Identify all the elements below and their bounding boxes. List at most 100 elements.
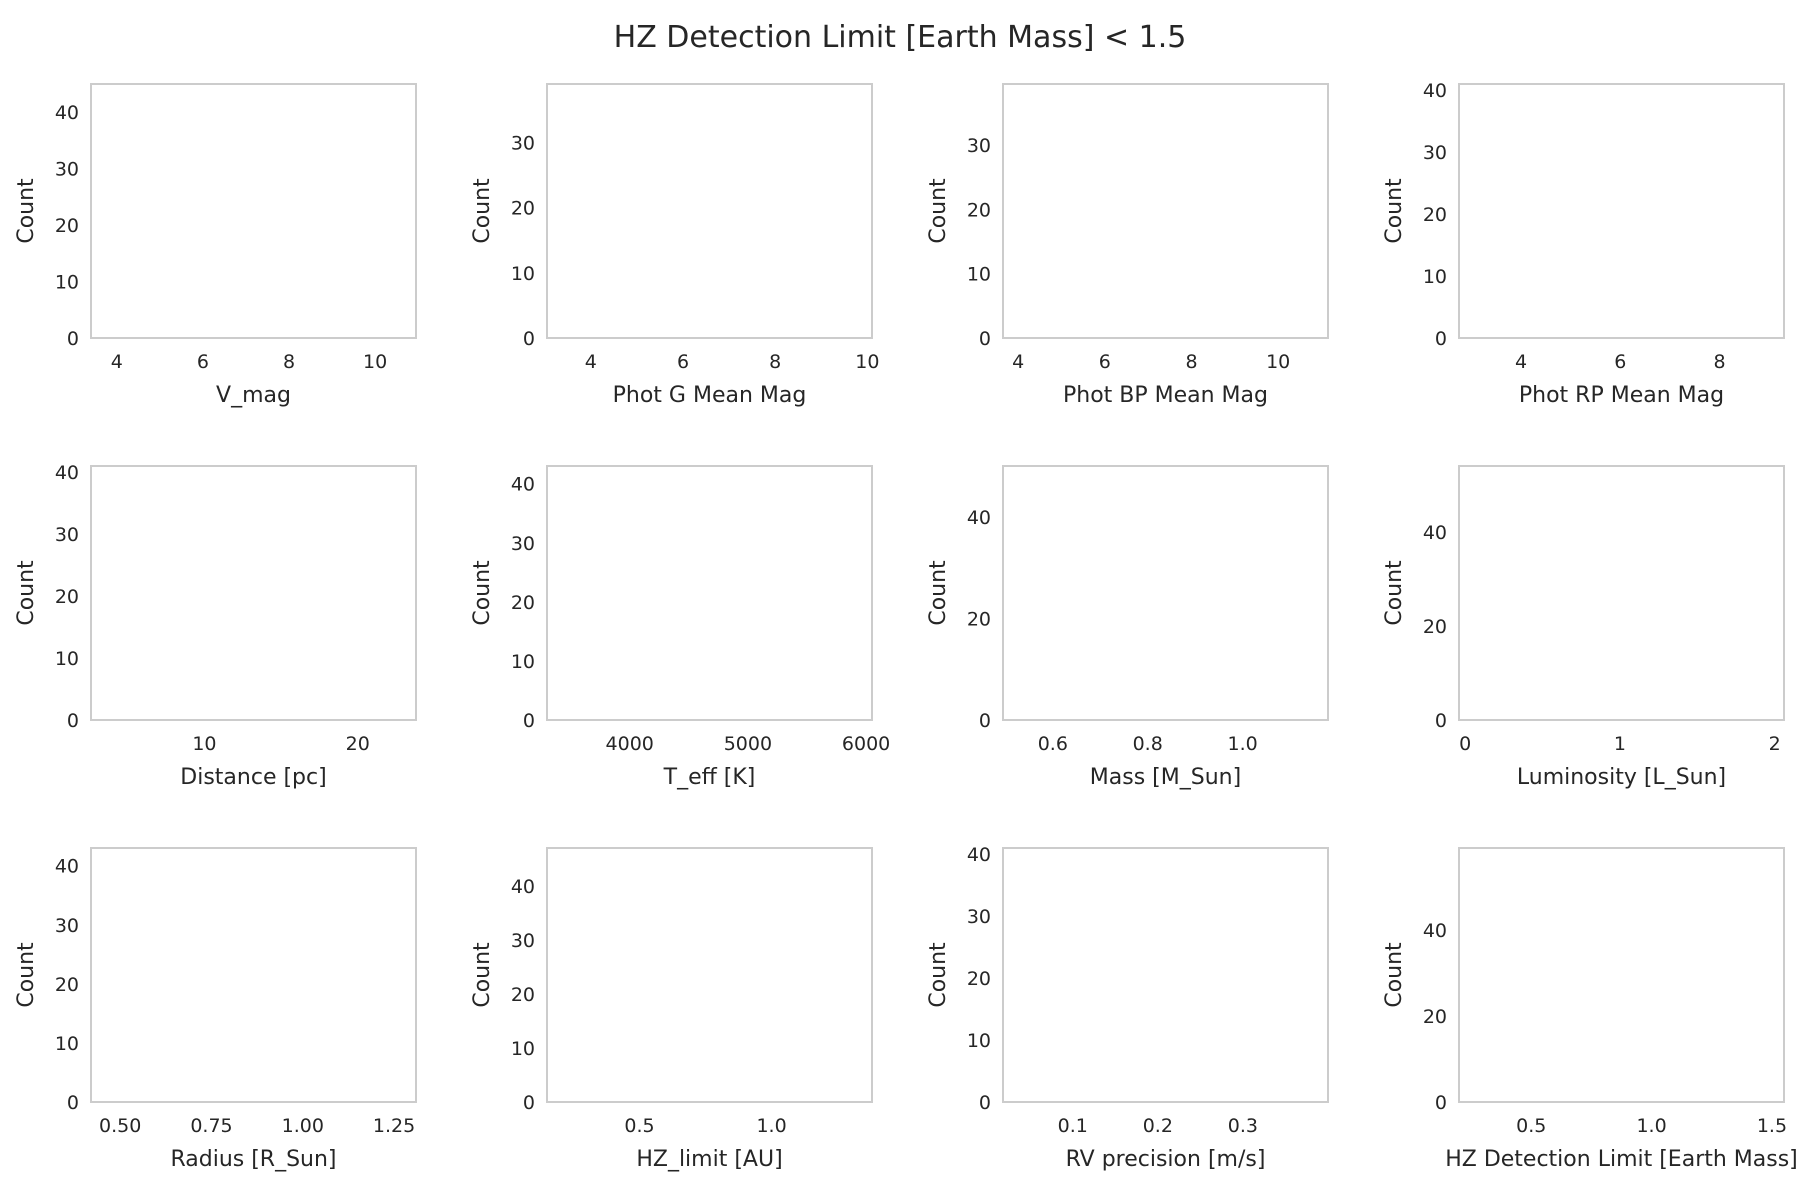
x-tick-label: 8: [283, 351, 295, 373]
x-tick-label: 4000: [606, 733, 654, 755]
y-tick-label: 0: [523, 328, 535, 350]
histogram-panel: 4 6 8 10 0 10 20 30 Phot BP Mean Mag Count: [926, 83, 1329, 408]
y-tick-label: 0: [67, 1092, 79, 1114]
y-tick-label: 0: [1435, 328, 1447, 350]
y-tick-label: 0: [67, 328, 79, 350]
y-axis-label: Count: [470, 560, 495, 626]
y-tick-label: 30: [55, 915, 79, 937]
y-axis-label: Count: [470, 178, 495, 244]
x-tick-label: 0.3: [1228, 1115, 1258, 1137]
y-tick-label: 10: [511, 263, 535, 285]
x-tick-label: 1.0: [1636, 1115, 1666, 1137]
x-tick-label: 4: [1012, 351, 1024, 373]
x-tick-label: 20: [346, 733, 370, 755]
y-tick-label: 10: [967, 264, 991, 286]
y-tick-label: 40: [967, 844, 991, 866]
y-tick-label: 0: [1435, 1092, 1447, 1114]
y-tick-label: 30: [55, 524, 79, 546]
y-tick-label: 30: [1423, 142, 1447, 164]
histogram-panel: 0.1 0.2 0.3 0 10 20 30 40 RV precision [m/s] Coun…: [926, 844, 1329, 1172]
axes-frame: [546, 465, 873, 721]
x-tick-label: 0: [1459, 733, 1471, 755]
y-tick-label: 20: [1423, 616, 1447, 638]
y-tick-label: 20: [967, 199, 991, 221]
y-tick-label: 30: [967, 906, 991, 928]
y-tick-label: 10: [511, 651, 535, 673]
y-tick-label: 20: [967, 968, 991, 990]
y-axis-label: Count: [14, 560, 39, 626]
x-tick-label: 0.6: [1038, 733, 1068, 755]
x-tick-label: 2: [1769, 733, 1781, 755]
histogram-panel: 0.5 1.0 0 10 20 30 40 HZ_limit [AU] Count: [470, 847, 873, 1172]
histogram-panel: 4 6 8 10 0 10 20 30 40 V_mag Count: [14, 83, 417, 408]
x-axis-label: Radius [R_Sun]: [170, 1147, 336, 1172]
y-tick-label: 20: [1423, 204, 1447, 226]
axes-frame: [90, 847, 417, 1103]
x-axis-label: T_eff [K]: [663, 765, 756, 790]
y-axis-label: Count: [1382, 560, 1407, 626]
x-tick-label: 0.5: [624, 1115, 654, 1137]
x-axis-label: HZ_limit [AU]: [636, 1147, 782, 1172]
y-tick-label: 0: [979, 328, 991, 350]
y-axis-label: Count: [926, 178, 951, 244]
y-axis-label: Count: [926, 942, 951, 1008]
y-tick-label: 40: [511, 474, 535, 496]
x-tick-label: 1.0: [1227, 733, 1257, 755]
y-tick-label: 20: [967, 608, 991, 630]
y-tick-label: 0: [979, 1092, 991, 1114]
x-tick-label: 1.25: [373, 1115, 415, 1137]
axes-frame: [90, 83, 417, 339]
x-tick-label: 6: [1099, 351, 1111, 373]
figure-title: HZ Detection Limit [Earth Mass] < 1.5: [614, 20, 1187, 55]
x-tick-label: 0.75: [190, 1115, 232, 1137]
x-tick-label: 1.0: [756, 1115, 786, 1137]
y-axis-label: Count: [470, 942, 495, 1008]
x-tick-label: 4: [111, 351, 123, 373]
y-tick-label: 30: [55, 159, 79, 181]
histogram-panel: 0.6 0.8 1.0 0 20 40 Mass [M_Sun] Count: [926, 465, 1329, 790]
y-tick-label: 20: [511, 592, 535, 614]
axes-frame: [1002, 465, 1329, 721]
x-tick-label: 0.1: [1058, 1115, 1088, 1137]
x-tick-label: 5000: [724, 733, 772, 755]
y-tick-label: 30: [511, 930, 535, 952]
histogram-panel: 4 6 8 0 10 20 30 40 Phot RP Mean Mag Count: [1382, 80, 1785, 408]
x-tick-label: 0.5: [1516, 1115, 1546, 1137]
y-tick-label: 0: [67, 710, 79, 732]
histogram-panel: 4000 5000 6000 0 10 20 30 40 T_eff [K] Count: [470, 465, 890, 790]
y-tick-label: 10: [55, 272, 79, 294]
y-axis-label: Count: [1382, 942, 1407, 1008]
y-tick-label: 40: [55, 462, 79, 484]
y-tick-label: 0: [523, 710, 535, 732]
axes-frame: [1458, 83, 1785, 339]
x-tick-label: 6: [197, 351, 209, 373]
x-tick-label: 1.00: [282, 1115, 324, 1137]
axes-frame: [546, 83, 873, 339]
x-tick-label: 1.5: [1757, 1115, 1787, 1137]
y-tick-label: 10: [1423, 266, 1447, 288]
histogram-panel: 0.50 0.75 1.00 1.25 0 10 20 30 40 Radius [R_Sun] C…: [14, 847, 417, 1172]
histogram-panel: 4 6 8 10 0 10 20 30 Phot G Mean Mag Count: [470, 83, 879, 408]
histogram-panel: 0.5 1.0 1.5 0 20 40 HZ Detection Limit [Earth …: [1382, 847, 1798, 1172]
x-tick-label: 4: [1515, 351, 1527, 373]
y-axis-label: Count: [14, 178, 39, 244]
x-tick-label: 10: [1266, 351, 1290, 373]
x-tick-label: 1: [1614, 733, 1626, 755]
axes-frame: [1002, 83, 1329, 339]
y-axis-label: Count: [1382, 178, 1407, 244]
x-tick-label: 6: [677, 351, 689, 373]
x-axis-label: Distance [pc]: [180, 765, 326, 790]
y-tick-label: 30: [511, 133, 535, 155]
y-tick-label: 40: [967, 507, 991, 529]
axes-frame: [546, 847, 873, 1103]
y-axis-label: Count: [14, 942, 39, 1008]
x-tick-label: 8: [769, 351, 781, 373]
x-tick-label: 8: [1185, 351, 1197, 373]
y-tick-label: 0: [979, 710, 991, 732]
y-tick-label: 20: [55, 215, 79, 237]
y-tick-label: 20: [511, 984, 535, 1006]
y-axis-label: Count: [926, 560, 951, 626]
